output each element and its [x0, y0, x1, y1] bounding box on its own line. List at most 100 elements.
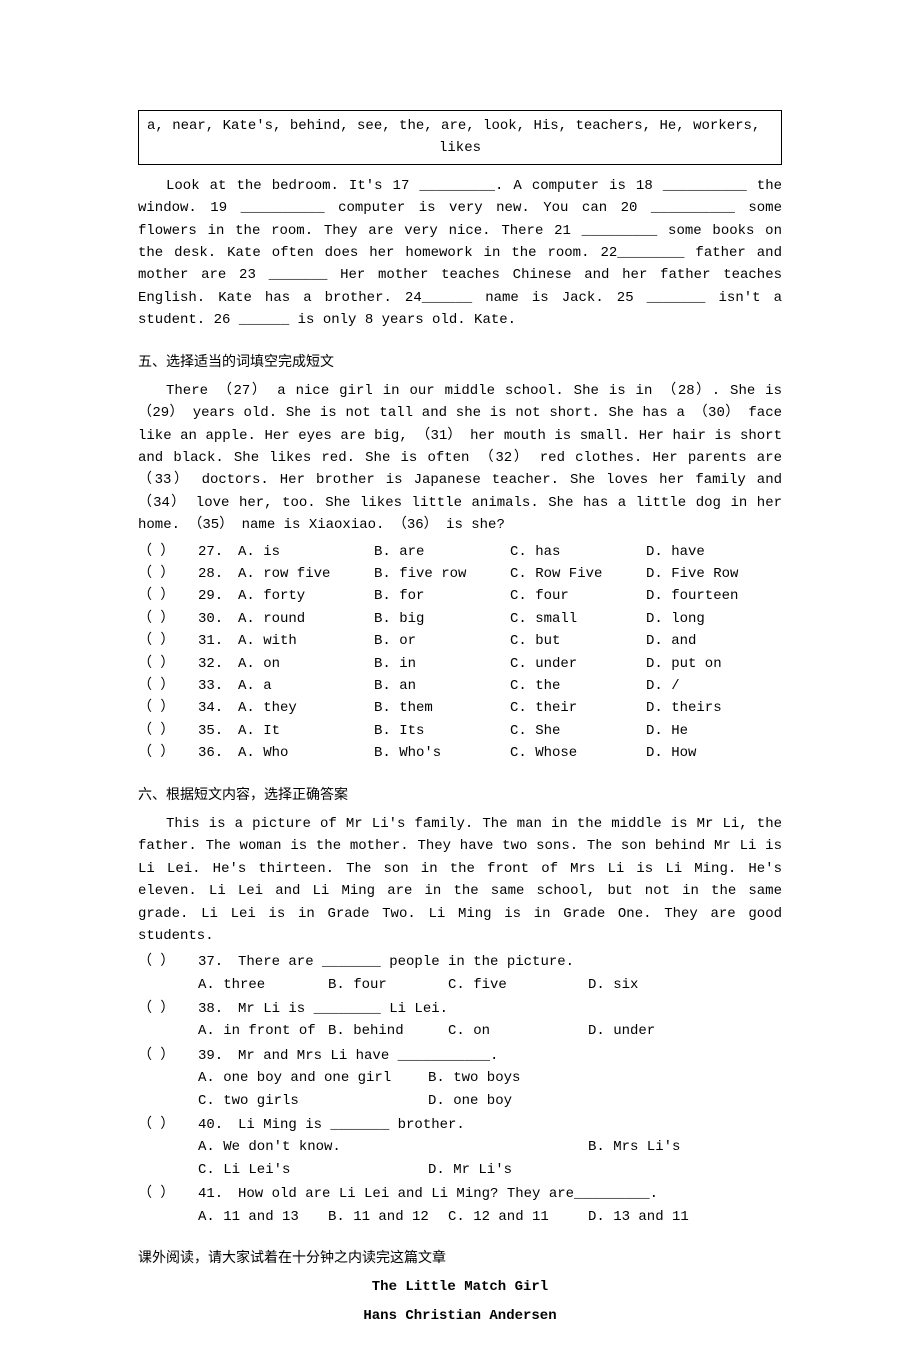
- opt-a: A. 11 and 13: [198, 1206, 328, 1228]
- opt-a: A. a: [238, 675, 374, 697]
- table-row: （ ） 30. A. round B. big C. small D. long: [138, 608, 782, 630]
- opt-d: D. 13 and 11: [588, 1206, 782, 1228]
- table-row: （ ） 32. A. on B. in C. under D. put on: [138, 653, 782, 675]
- opt-d: D. Mr Li's: [428, 1159, 512, 1181]
- opt-d: D. theirs: [646, 697, 782, 719]
- table-row: （ ） 39. Mr and Mrs Li have ___________. …: [138, 1045, 782, 1112]
- opt-d: D. six: [588, 974, 782, 996]
- opt-d: D. long: [646, 608, 782, 630]
- opt-d: D. one boy: [428, 1090, 512, 1112]
- opt-a: A. row five: [238, 563, 374, 585]
- q-num: 29.: [198, 585, 238, 607]
- q-num: 37.: [198, 951, 238, 973]
- section-6-title: 六、根据短文内容，选择正确答案: [138, 785, 782, 807]
- opt-c: C. Row Five: [510, 563, 646, 585]
- table-row: （ ） 29. A. forty B. for C. four D. fourt…: [138, 585, 782, 607]
- section-6-passage: This is a picture of Mr Li's family. The…: [138, 813, 782, 947]
- word-bank-box: a, near, Kate's, behind, see, the, are, …: [138, 110, 782, 165]
- section-5-title: 五、选择适当的词填空完成短文: [138, 352, 782, 374]
- paren: （ ）: [138, 1114, 198, 1136]
- table-row: （ ） 36. A. Who B. Who's C. Whose D. How: [138, 742, 782, 764]
- opt-d: D. /: [646, 675, 782, 697]
- opt-d: D. put on: [646, 653, 782, 675]
- section-5-passage: There （27） a nice girl in our middle sch…: [138, 380, 782, 537]
- paren: （ ）: [138, 541, 198, 563]
- passage1-text: Look at the bedroom. It's 17 _________. …: [138, 175, 782, 332]
- word-bank-line2: likes: [147, 137, 773, 159]
- opt-b: B. Who's: [374, 742, 510, 764]
- paren: （ ）: [138, 653, 198, 675]
- paren: （ ）: [138, 697, 198, 719]
- opt-b: B. them: [374, 697, 510, 719]
- q-num: 41.: [198, 1183, 238, 1205]
- q-text: How old are Li Lei and Li Ming? They are…: [238, 1183, 658, 1205]
- table-row: （ ） 27. A. is B. are C. has D. have: [138, 541, 782, 563]
- opt-b: B. four: [328, 974, 448, 996]
- paren: （ ）: [138, 1045, 198, 1067]
- table-row: （ ） 33. A. a B. an C. the D. /: [138, 675, 782, 697]
- opt-c: C. 12 and 11: [448, 1206, 588, 1228]
- extra-reading-intro: 课外阅读，请大家试着在十分钟之内读完这篇文章: [138, 1248, 782, 1270]
- q-num: 32.: [198, 653, 238, 675]
- q-num: 40.: [198, 1114, 238, 1136]
- q-num: 34.: [198, 697, 238, 719]
- opt-c: C. the: [510, 675, 646, 697]
- opt-d: D. and: [646, 630, 782, 652]
- paren: （ ）: [138, 998, 198, 1020]
- paren: （ ）: [138, 608, 198, 630]
- opt-b: B. Its: [374, 720, 510, 742]
- opt-a: A. on: [238, 653, 374, 675]
- opt-d: D. under: [588, 1020, 782, 1042]
- opt-d: D. have: [646, 541, 782, 563]
- opt-a: A. with: [238, 630, 374, 652]
- opt-d: D. He: [646, 720, 782, 742]
- opt-b: B. for: [374, 585, 510, 607]
- story-author: Hans Christian Andersen: [138, 1305, 782, 1327]
- section5-text: There （27） a nice girl in our middle sch…: [138, 380, 782, 537]
- paren: （ ）: [138, 675, 198, 697]
- opt-a: A. they: [238, 697, 374, 719]
- opt-a: A. is: [238, 541, 374, 563]
- section-6-questions: （ ） 37. There are _______ people in the …: [138, 951, 782, 1228]
- opt-d: D. How: [646, 742, 782, 764]
- opt-a: A. We don't know.: [198, 1136, 588, 1158]
- opt-a: A. three: [198, 974, 328, 996]
- opt-a: A. Who: [238, 742, 374, 764]
- paren: （ ）: [138, 742, 198, 764]
- table-row: （ ） 37. There are _______ people in the …: [138, 951, 782, 996]
- q-num: 30.: [198, 608, 238, 630]
- opt-c: C. four: [510, 585, 646, 607]
- q-num: 28.: [198, 563, 238, 585]
- opt-c: C. She: [510, 720, 646, 742]
- opt-b: B. are: [374, 541, 510, 563]
- table-row: （ ） 41. How old are Li Lei and Li Ming? …: [138, 1183, 782, 1228]
- opt-a: A. one boy and one girl: [198, 1067, 428, 1089]
- paren: （ ）: [138, 563, 198, 585]
- opt-b: B. Mrs Li's: [588, 1136, 680, 1158]
- q-num: 35.: [198, 720, 238, 742]
- opt-c: C. their: [510, 697, 646, 719]
- cloze-passage-1: Look at the bedroom. It's 17 _________. …: [138, 175, 782, 332]
- opt-b: B. in: [374, 653, 510, 675]
- table-row: （ ） 38. Mr Li is ________ Li Lei. A. in …: [138, 998, 782, 1043]
- opt-a: A. round: [238, 608, 374, 630]
- opt-b: B. or: [374, 630, 510, 652]
- paren: （ ）: [138, 1183, 198, 1205]
- word-bank-line1: a, near, Kate's, behind, see, the, are, …: [147, 115, 773, 137]
- q-text: There are _______ people in the picture.: [238, 951, 574, 973]
- opt-b: B. 11 and 12: [328, 1206, 448, 1228]
- opt-c: C. small: [510, 608, 646, 630]
- paren: （ ）: [138, 630, 198, 652]
- q-num: 31.: [198, 630, 238, 652]
- opt-a: A. It: [238, 720, 374, 742]
- table-row: （ ） 34. A. they B. them C. their D. thei…: [138, 697, 782, 719]
- opt-c: C. five: [448, 974, 588, 996]
- opt-b: B. behind: [328, 1020, 448, 1042]
- opt-c: C. under: [510, 653, 646, 675]
- q-num: 33.: [198, 675, 238, 697]
- opt-c: C. on: [448, 1020, 588, 1042]
- opt-a: A. forty: [238, 585, 374, 607]
- opt-b: B. big: [374, 608, 510, 630]
- opt-c: C. Whose: [510, 742, 646, 764]
- opt-b: B. two boys: [428, 1067, 520, 1089]
